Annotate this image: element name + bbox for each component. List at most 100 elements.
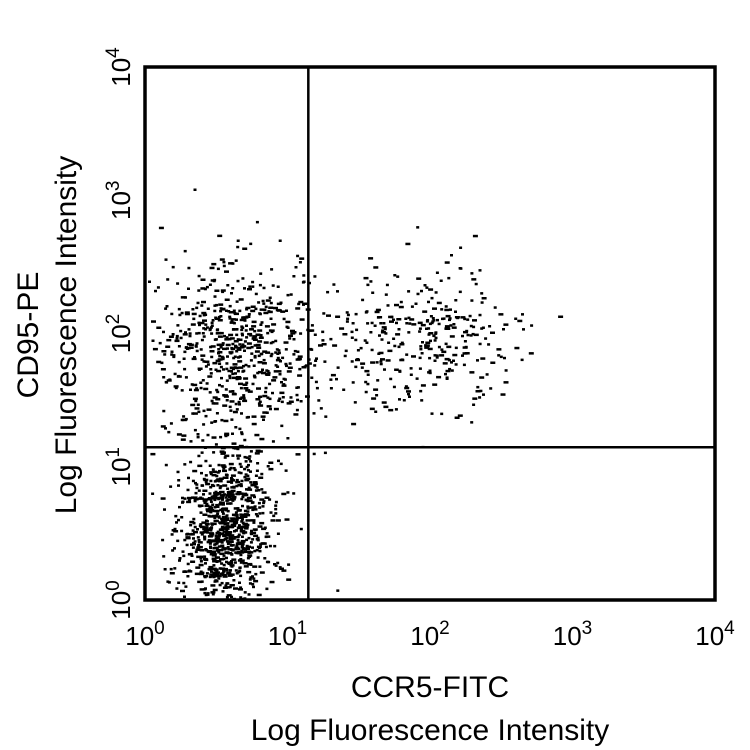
data-point — [236, 535, 240, 539]
data-point — [209, 573, 215, 576]
data-point — [216, 530, 220, 534]
data-point — [206, 408, 212, 411]
data-point — [261, 371, 266, 375]
data-point — [228, 317, 232, 320]
data-point — [321, 330, 325, 334]
data-point — [221, 342, 225, 345]
data-point — [229, 466, 233, 470]
data-point — [396, 275, 400, 278]
data-point — [176, 433, 182, 436]
data-point — [265, 299, 271, 302]
data-point — [321, 339, 325, 342]
data-point — [179, 336, 183, 340]
data-point — [217, 516, 221, 519]
data-point — [269, 301, 273, 305]
data-point — [201, 484, 205, 487]
data-point — [212, 470, 218, 474]
data-point — [252, 585, 255, 589]
data-point — [244, 522, 248, 526]
data-point — [206, 593, 210, 596]
data-point — [184, 331, 187, 334]
data-point — [444, 261, 450, 264]
data-point — [221, 290, 225, 294]
data-point — [209, 545, 212, 548]
data-point — [231, 498, 235, 501]
data-point — [223, 548, 227, 551]
data-point — [246, 510, 250, 513]
data-point — [193, 428, 197, 432]
data-point — [283, 341, 289, 344]
data-point — [207, 497, 211, 500]
data-point — [439, 354, 445, 357]
data-point — [248, 555, 252, 558]
data-point — [236, 369, 240, 373]
data-point — [202, 423, 206, 426]
x-tick-label: 103 — [553, 618, 593, 651]
data-point — [209, 326, 213, 329]
data-point — [243, 349, 246, 352]
data-point — [454, 316, 460, 319]
data-point — [268, 467, 274, 471]
data-point — [364, 369, 370, 373]
data-point — [254, 452, 260, 455]
data-point — [265, 535, 271, 538]
data-point — [258, 565, 262, 568]
data-point — [232, 537, 236, 540]
data-point — [253, 329, 257, 333]
data-point — [448, 318, 451, 322]
data-point — [430, 296, 434, 300]
data-point — [226, 517, 230, 520]
data-point — [251, 415, 257, 418]
data-point — [213, 546, 219, 550]
data-point — [209, 368, 213, 371]
data-point — [280, 424, 284, 428]
data-point — [197, 504, 201, 507]
data-point — [230, 346, 234, 350]
data-point — [259, 323, 263, 326]
data-point — [211, 319, 215, 322]
data-point — [285, 309, 288, 312]
data-point — [253, 579, 259, 583]
data-point — [167, 430, 171, 434]
data-point — [204, 360, 210, 363]
data-point — [272, 376, 278, 379]
data-point — [220, 538, 225, 542]
data-point — [183, 350, 187, 354]
data-point — [244, 460, 248, 463]
data-point — [256, 462, 260, 465]
data-point — [214, 368, 218, 371]
data-point — [454, 416, 460, 419]
data-point — [296, 386, 300, 389]
data-point — [228, 333, 234, 337]
data-point — [184, 376, 188, 379]
data-point — [389, 377, 393, 381]
data-point — [431, 320, 435, 323]
data-point — [224, 551, 230, 555]
data-point — [183, 538, 187, 542]
data-point — [265, 351, 271, 354]
data-point — [211, 468, 215, 471]
data-point — [466, 318, 470, 321]
data-point — [251, 575, 254, 578]
data-point — [223, 567, 228, 571]
data-point — [335, 377, 338, 381]
data-point — [177, 345, 181, 348]
data-point — [447, 276, 451, 280]
data-point — [408, 395, 411, 398]
data-point — [162, 330, 165, 334]
data-point — [402, 399, 406, 402]
data-point — [314, 359, 318, 362]
data-point — [323, 360, 327, 363]
data-point — [375, 361, 379, 364]
data-point — [204, 562, 207, 565]
data-point — [286, 491, 290, 494]
data-point — [427, 371, 431, 374]
data-point — [253, 549, 257, 553]
data-point — [360, 362, 366, 365]
data-point — [247, 313, 251, 316]
data-point — [222, 557, 226, 561]
data-point — [278, 397, 282, 400]
data-point — [220, 452, 226, 455]
data-point — [428, 371, 432, 375]
data-point — [274, 339, 278, 343]
